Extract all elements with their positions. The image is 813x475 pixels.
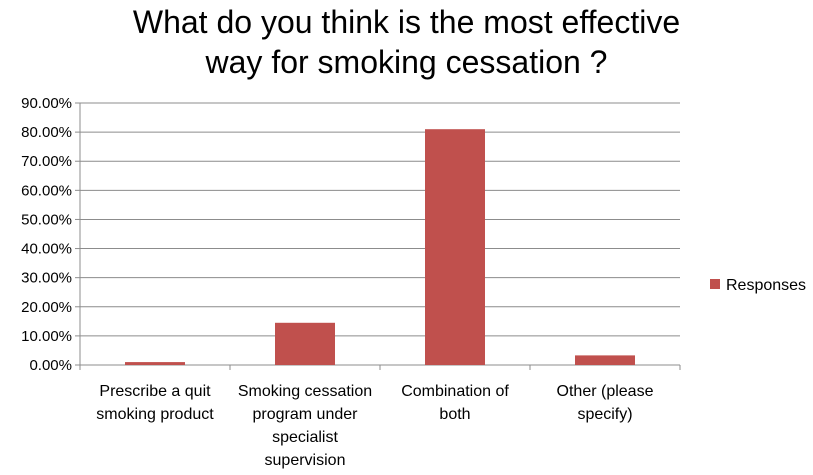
bar <box>125 362 185 365</box>
bars <box>125 129 635 365</box>
x-category-label: Combination of both <box>401 383 509 423</box>
y-tick-label: 0.00% <box>29 357 72 374</box>
x-category-label: Other (please specify) <box>557 383 654 423</box>
y-tick-label: 10.00% <box>21 328 72 345</box>
chart-title-line-2: way for smoking cessation ? <box>205 44 608 80</box>
legend: Responses <box>710 277 806 294</box>
gridlines <box>80 102 680 366</box>
chart-title-line-1: What do you think is the most effective <box>132 4 681 40</box>
y-tick-label: 80.00% <box>21 124 72 141</box>
chart-title: What do you think is the most effective … <box>0 2 813 82</box>
axes <box>75 102 681 370</box>
y-tick-label: 30.00% <box>21 270 72 287</box>
labels: 0.00% 10.00% 20.00% 30.00% 40.00% 50.00% 60.00… <box>21 95 653 469</box>
y-tick-label: 60.00% <box>21 182 72 199</box>
y-tick-label: 50.00% <box>21 211 72 228</box>
y-tick-label: 90.00% <box>21 95 72 112</box>
legend-swatch <box>710 279 720 289</box>
y-tick-label: 20.00% <box>21 299 72 316</box>
x-category-label: Prescribe a quit smoking product <box>96 383 214 423</box>
x-category-label: Smoking cessation program under specialist… <box>238 383 372 469</box>
y-tick-label: 40.00% <box>21 241 72 258</box>
bar <box>425 129 485 365</box>
bar <box>575 355 635 365</box>
y-tick-label: 70.00% <box>21 153 72 170</box>
bar <box>275 322 335 365</box>
legend-label: Responses <box>726 277 806 294</box>
